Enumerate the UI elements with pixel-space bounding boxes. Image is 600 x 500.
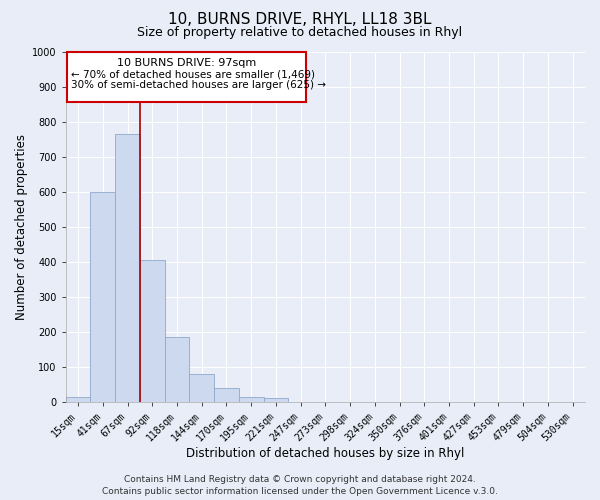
Text: 10 BURNS DRIVE: 97sqm: 10 BURNS DRIVE: 97sqm xyxy=(116,58,256,68)
FancyBboxPatch shape xyxy=(67,52,305,102)
Text: ← 70% of detached houses are smaller (1,469): ← 70% of detached houses are smaller (1,… xyxy=(71,70,314,80)
Bar xyxy=(263,398,288,402)
Bar xyxy=(239,396,263,402)
Bar xyxy=(91,192,115,402)
X-axis label: Distribution of detached houses by size in Rhyl: Distribution of detached houses by size … xyxy=(186,447,464,460)
Bar xyxy=(115,134,140,402)
Bar xyxy=(140,260,164,402)
Text: 30% of semi-detached houses are larger (625) →: 30% of semi-detached houses are larger (… xyxy=(71,80,326,90)
Text: 10, BURNS DRIVE, RHYL, LL18 3BL: 10, BURNS DRIVE, RHYL, LL18 3BL xyxy=(168,12,432,28)
Bar xyxy=(214,388,239,402)
Text: Size of property relative to detached houses in Rhyl: Size of property relative to detached ho… xyxy=(137,26,463,39)
Text: Contains HM Land Registry data © Crown copyright and database right 2024.
Contai: Contains HM Land Registry data © Crown c… xyxy=(102,474,498,496)
Bar xyxy=(190,374,214,402)
Y-axis label: Number of detached properties: Number of detached properties xyxy=(15,134,28,320)
Bar xyxy=(65,396,91,402)
Bar xyxy=(164,337,190,402)
